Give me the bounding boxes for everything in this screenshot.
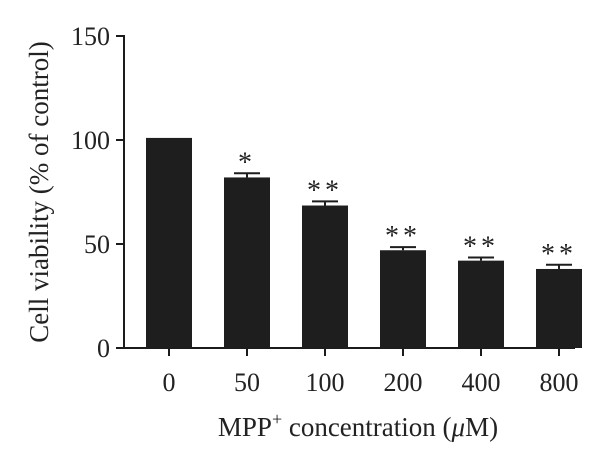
significance-label: ** [307,175,343,206]
x-tick-label: 800 [540,368,579,397]
bar-100 [302,205,348,348]
x-tick-label: 100 [306,368,345,397]
significance-label: * [238,147,256,178]
y-axis: 0 50 100 150 [71,22,125,363]
x-axis-title-superscript: + [272,409,282,429]
x-axis-title-prefix: MPP [218,412,272,442]
x-axis-title-mu: μ [451,412,466,442]
x-tick-label: 0 [163,368,176,397]
x-axis: 0 50 100 200 400 800 [123,347,579,397]
x-tick-label: 200 [384,368,423,397]
bar-400 [458,260,504,348]
bar-800 [536,268,582,348]
significance-label: ** [463,232,499,263]
significance-label: ** [385,221,421,252]
y-tick-label: 50 [84,230,110,259]
y-axis-title: Cell viability (% of control) [24,41,54,342]
bars-group: ***** ** ** [146,137,582,348]
bar-50 [224,177,270,348]
y-tick-label: 100 [71,126,110,155]
y-tick-label: 150 [71,22,110,51]
bar-200 [380,250,426,348]
significance-label: ** [541,239,577,270]
y-tick-label: 0 [97,334,110,363]
x-axis-title: MPP+ concentration (μM) [218,409,498,442]
x-axis-title-middle: concentration ( [282,412,451,442]
x-tick-label: 400 [462,368,501,397]
x-tick-label: 50 [234,368,260,397]
x-axis-title-suffix: M) [465,412,498,442]
bar-0 [146,137,192,348]
